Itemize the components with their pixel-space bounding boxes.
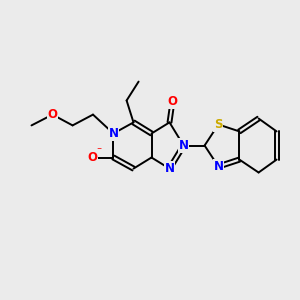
Text: N: N [164, 162, 175, 175]
Text: ⁻: ⁻ [96, 146, 102, 157]
Text: N: N [108, 127, 118, 140]
Text: N: N [213, 160, 224, 173]
Text: O: O [47, 108, 58, 121]
Text: N: N [178, 139, 189, 152]
Text: O: O [87, 151, 98, 164]
Text: O: O [167, 95, 178, 108]
Text: S: S [214, 118, 223, 131]
